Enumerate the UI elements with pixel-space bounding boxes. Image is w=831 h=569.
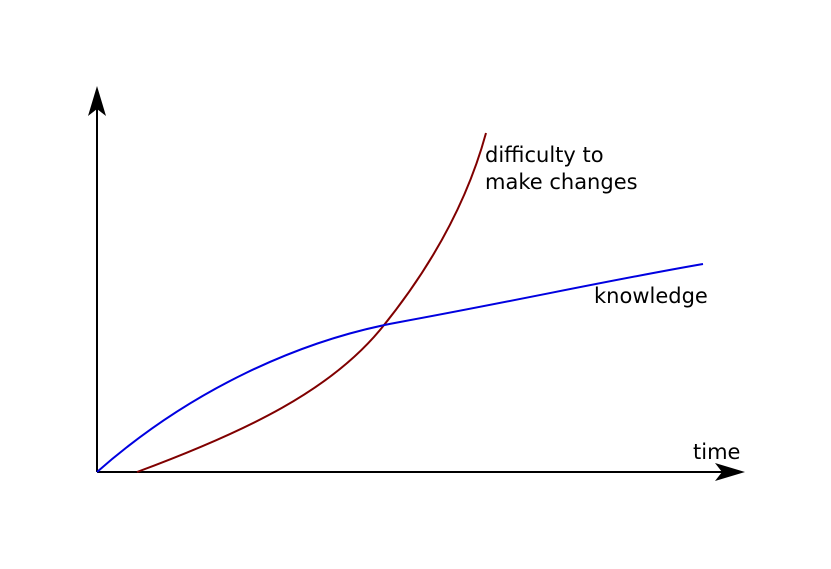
x-axis-label: time: [693, 440, 740, 464]
difficulty-curve: [136, 132, 487, 473]
difficulty-label-line-1: difficulty to: [485, 143, 604, 167]
knowledge-curve: [96, 263, 704, 473]
knowledge-label: knowledge: [594, 284, 708, 308]
y-axis-arrow-icon: [88, 86, 106, 116]
x-axis-arrow-icon: [715, 463, 745, 481]
difficulty-label-line-2: make changes: [485, 170, 638, 194]
axes: [88, 86, 745, 481]
